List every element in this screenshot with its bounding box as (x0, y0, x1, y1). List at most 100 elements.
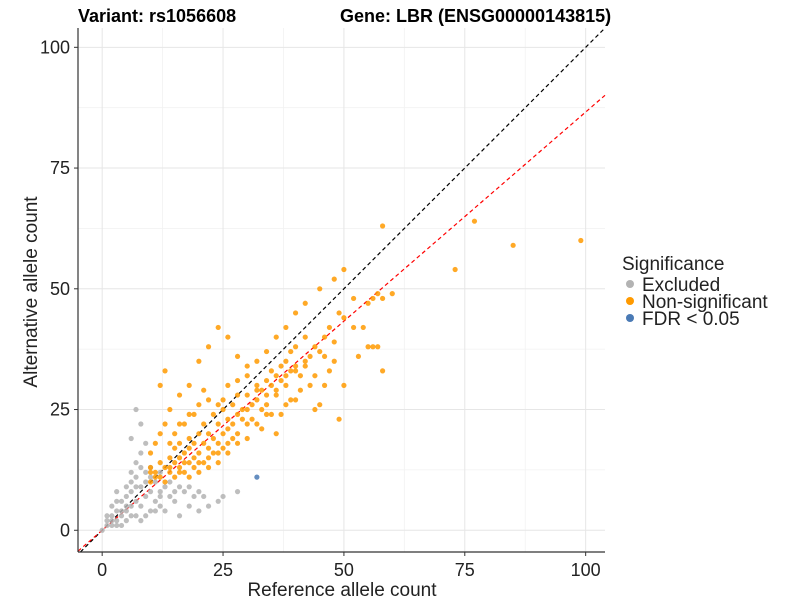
point-non-significant (225, 416, 231, 422)
point-non-significant (350, 295, 357, 302)
point-non-significant (167, 455, 173, 461)
point-non-significant (321, 353, 328, 360)
point-non-significant (215, 440, 221, 446)
point-non-significant (157, 474, 163, 480)
point-non-significant (191, 440, 197, 446)
point-non-significant (283, 402, 289, 408)
legend-swatch (626, 280, 634, 288)
point-excluded (172, 498, 178, 504)
point-non-significant (220, 445, 226, 451)
point-non-significant (176, 440, 183, 446)
point-excluded (220, 493, 226, 500)
point-excluded (118, 513, 125, 519)
point-non-significant (201, 440, 207, 446)
point-excluded (143, 440, 149, 446)
point-excluded (147, 489, 154, 495)
point-non-significant (205, 464, 212, 471)
point-non-significant (244, 363, 250, 369)
point-non-significant (225, 382, 231, 388)
point-non-significant (244, 392, 250, 398)
point-non-significant (172, 445, 178, 451)
point-non-significant (210, 411, 216, 417)
point-non-significant (176, 455, 183, 461)
legend-label: FDR < 0.05 (642, 309, 740, 330)
point-non-significant (205, 445, 212, 451)
point-non-significant (167, 469, 173, 475)
point-excluded (128, 513, 134, 519)
point-non-significant (312, 344, 318, 350)
point-non-significant (312, 373, 318, 379)
point-non-significant (196, 431, 202, 437)
point-non-significant (172, 474, 178, 480)
point-non-significant (152, 469, 158, 475)
point-excluded (157, 503, 163, 509)
point-excluded (138, 450, 144, 456)
point-non-significant (254, 421, 260, 427)
point-excluded (167, 493, 173, 500)
point-excluded (104, 522, 110, 529)
point-non-significant (225, 450, 231, 456)
point-non-significant (292, 397, 299, 403)
data-points (99, 218, 584, 533)
legend-swatch (626, 297, 634, 305)
point-non-significant (210, 435, 216, 442)
point-non-significant (341, 315, 347, 321)
point-excluded (157, 489, 163, 495)
point-excluded (147, 474, 154, 480)
point-non-significant (317, 402, 323, 408)
point-non-significant (365, 300, 371, 306)
point-non-significant (379, 223, 386, 229)
point-non-significant (326, 324, 333, 331)
point-non-significant (152, 440, 158, 446)
point-excluded (118, 508, 125, 514)
point-non-significant (220, 397, 226, 403)
point-non-significant (254, 397, 260, 403)
point-non-significant (176, 421, 183, 427)
point-non-significant (147, 469, 154, 475)
y-tick-label: 25 (50, 400, 70, 420)
point-non-significant (176, 464, 183, 471)
point-excluded (143, 479, 149, 485)
point-non-significant (234, 440, 241, 446)
point-non-significant (355, 353, 362, 360)
point-excluded (138, 421, 144, 427)
point-non-significant (283, 324, 289, 331)
point-non-significant (288, 368, 294, 374)
point-non-significant (273, 431, 279, 437)
point-non-significant (321, 382, 328, 388)
point-non-significant (205, 431, 212, 437)
point-non-significant (205, 344, 212, 350)
point-non-significant (312, 406, 318, 413)
point-non-significant (341, 382, 347, 388)
point-non-significant (292, 310, 299, 316)
point-non-significant (162, 479, 168, 485)
point-non-significant (196, 358, 202, 364)
x-tick-label: 50 (334, 560, 354, 580)
y-tick-label: 50 (50, 279, 70, 299)
point-non-significant (336, 310, 342, 316)
point-non-significant (263, 348, 270, 355)
point-excluded (186, 484, 192, 490)
point-excluded (123, 503, 129, 509)
point-excluded (133, 513, 139, 519)
point-non-significant (201, 460, 207, 466)
point-non-significant (196, 469, 202, 475)
point-non-significant (273, 334, 279, 340)
point-non-significant (162, 464, 168, 471)
point-non-significant (375, 344, 381, 350)
point-excluded (176, 484, 183, 490)
point-excluded (104, 513, 110, 519)
point-non-significant (375, 291, 381, 297)
legend-swatch (626, 314, 634, 322)
point-excluded (133, 406, 139, 413)
point-non-significant (176, 469, 183, 475)
point-non-significant (201, 387, 207, 393)
point-non-significant (379, 368, 386, 374)
point-non-significant (273, 373, 279, 379)
point-non-significant (191, 464, 197, 471)
point-non-significant (331, 339, 337, 345)
point-non-significant (181, 450, 187, 456)
point-non-significant (302, 363, 308, 369)
point-non-significant (273, 387, 279, 393)
point-non-significant (471, 218, 478, 224)
